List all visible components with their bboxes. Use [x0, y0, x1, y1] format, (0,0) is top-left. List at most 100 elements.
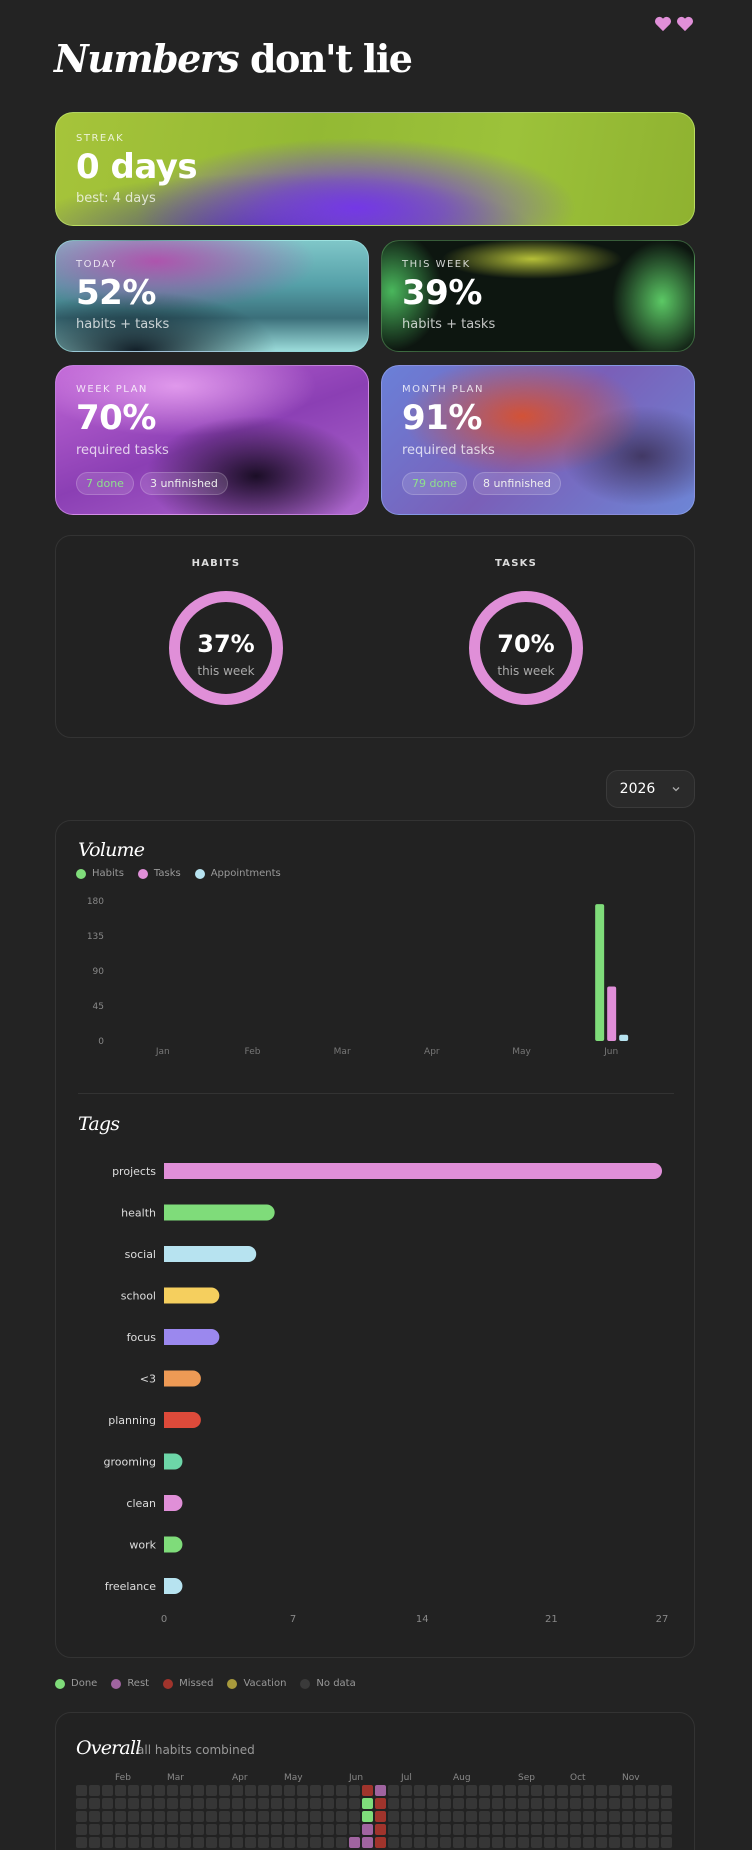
- heatmap-cell[interactable]: [362, 1798, 373, 1809]
- heatmap-cell[interactable]: [310, 1785, 321, 1796]
- heatmap-cell[interactable]: [544, 1785, 555, 1796]
- heart-icon[interactable]: [654, 16, 672, 32]
- heatmap-cell[interactable]: [128, 1785, 139, 1796]
- heatmap-cell[interactable]: [531, 1785, 542, 1796]
- heatmap-cell[interactable]: [583, 1811, 594, 1822]
- heatmap-cell[interactable]: [180, 1785, 191, 1796]
- heatmap-cell[interactable]: [323, 1811, 334, 1822]
- heatmap-cell[interactable]: [102, 1798, 113, 1809]
- heatmap-cell[interactable]: [661, 1811, 672, 1822]
- heart-icon[interactable]: [676, 16, 694, 32]
- heatmap-cell[interactable]: [362, 1785, 373, 1796]
- heatmap-cell[interactable]: [258, 1824, 269, 1835]
- heatmap-cell[interactable]: [206, 1824, 217, 1835]
- heatmap-cell[interactable]: [89, 1837, 100, 1848]
- heatmap-cell[interactable]: [271, 1837, 282, 1848]
- heatmap-cell[interactable]: [219, 1798, 230, 1809]
- heatmap-cell[interactable]: [115, 1824, 126, 1835]
- heatmap-cell[interactable]: [388, 1785, 399, 1796]
- heatmap-cell[interactable]: [635, 1837, 646, 1848]
- heatmap-cell[interactable]: [167, 1811, 178, 1822]
- heatmap-cell[interactable]: [219, 1837, 230, 1848]
- heatmap-cell[interactable]: [154, 1837, 165, 1848]
- heatmap-cell[interactable]: [583, 1837, 594, 1848]
- heatmap-cell[interactable]: [349, 1811, 360, 1822]
- heatmap-cell[interactable]: [362, 1811, 373, 1822]
- heatmap-cell[interactable]: [505, 1837, 516, 1848]
- heatmap-cell[interactable]: [622, 1798, 633, 1809]
- heatmap-cell[interactable]: [258, 1798, 269, 1809]
- heatmap-cell[interactable]: [154, 1824, 165, 1835]
- heatmap-cell[interactable]: [661, 1798, 672, 1809]
- heatmap-cell[interactable]: [245, 1837, 256, 1848]
- heatmap-cell[interactable]: [401, 1798, 412, 1809]
- week-plan-card[interactable]: WEEK PLAN 70% required tasks 7 done 3 un…: [55, 365, 369, 515]
- heatmap-cell[interactable]: [310, 1837, 321, 1848]
- heatmap-cell[interactable]: [635, 1798, 646, 1809]
- heatmap-cell[interactable]: [323, 1798, 334, 1809]
- heatmap-cell[interactable]: [401, 1785, 412, 1796]
- heatmap-cell[interactable]: [167, 1785, 178, 1796]
- heatmap-cell[interactable]: [141, 1798, 152, 1809]
- heatmap-cell[interactable]: [505, 1824, 516, 1835]
- heatmap-cell[interactable]: [453, 1785, 464, 1796]
- heatmap-cell[interactable]: [492, 1811, 503, 1822]
- heatmap-cell[interactable]: [661, 1837, 672, 1848]
- heatmap-cell[interactable]: [258, 1785, 269, 1796]
- month-plan-card[interactable]: MONTH PLAN 91% required tasks 79 done 8 …: [381, 365, 695, 515]
- heatmap-cell[interactable]: [102, 1785, 113, 1796]
- heatmap-cell[interactable]: [570, 1798, 581, 1809]
- heatmap-cell[interactable]: [453, 1824, 464, 1835]
- heatmap-cell[interactable]: [466, 1811, 477, 1822]
- heatmap-cell[interactable]: [466, 1785, 477, 1796]
- heatmap-cell[interactable]: [466, 1798, 477, 1809]
- heatmap-cell[interactable]: [453, 1811, 464, 1822]
- heatmap-cell[interactable]: [154, 1785, 165, 1796]
- heatmap-cell[interactable]: [531, 1837, 542, 1848]
- heatmap-cell[interactable]: [271, 1785, 282, 1796]
- heatmap-cell[interactable]: [180, 1798, 191, 1809]
- heatmap-cell[interactable]: [427, 1837, 438, 1848]
- heatmap-cell[interactable]: [258, 1837, 269, 1848]
- heatmap-cell[interactable]: [141, 1785, 152, 1796]
- heatmap-cell[interactable]: [609, 1811, 620, 1822]
- heatmap-cell[interactable]: [440, 1785, 451, 1796]
- heatmap-cell[interactable]: [609, 1785, 620, 1796]
- heatmap-cell[interactable]: [570, 1837, 581, 1848]
- heatmap-cell[interactable]: [440, 1837, 451, 1848]
- heatmap-cell[interactable]: [518, 1837, 529, 1848]
- heatmap-cell[interactable]: [271, 1824, 282, 1835]
- heatmap-cell[interactable]: [180, 1837, 191, 1848]
- heatmap-cell[interactable]: [570, 1824, 581, 1835]
- heatmap-cell[interactable]: [310, 1811, 321, 1822]
- heatmap-cell[interactable]: [193, 1798, 204, 1809]
- heatmap-cell[interactable]: [89, 1785, 100, 1796]
- heatmap-cell[interactable]: [648, 1811, 659, 1822]
- heatmap-cell[interactable]: [648, 1837, 659, 1848]
- heatmap-cell[interactable]: [648, 1798, 659, 1809]
- heatmap-cell[interactable]: [492, 1837, 503, 1848]
- heatmap-cell[interactable]: [349, 1824, 360, 1835]
- heatmap-cell[interactable]: [284, 1837, 295, 1848]
- heatmap-cell[interactable]: [141, 1837, 152, 1848]
- heatmap-cell[interactable]: [635, 1824, 646, 1835]
- heatmap-cell[interactable]: [427, 1811, 438, 1822]
- heatmap-cell[interactable]: [388, 1811, 399, 1822]
- heatmap-cell[interactable]: [570, 1811, 581, 1822]
- heatmap-cell[interactable]: [375, 1837, 386, 1848]
- heatmap-cell[interactable]: [76, 1837, 87, 1848]
- heatmap-cell[interactable]: [297, 1785, 308, 1796]
- heatmap-cell[interactable]: [310, 1824, 321, 1835]
- heatmap-cell[interactable]: [336, 1785, 347, 1796]
- heatmap-cell[interactable]: [284, 1811, 295, 1822]
- heatmap-cell[interactable]: [596, 1811, 607, 1822]
- heatmap-cell[interactable]: [232, 1824, 243, 1835]
- heatmap-cell[interactable]: [453, 1798, 464, 1809]
- heatmap-cell[interactable]: [661, 1824, 672, 1835]
- heatmap-cell[interactable]: [492, 1798, 503, 1809]
- heatmap-cell[interactable]: [622, 1785, 633, 1796]
- heatmap-cell[interactable]: [622, 1837, 633, 1848]
- heatmap-cell[interactable]: [375, 1824, 386, 1835]
- today-card[interactable]: TODAY 52% habits + tasks: [55, 240, 369, 352]
- heatmap-cell[interactable]: [323, 1785, 334, 1796]
